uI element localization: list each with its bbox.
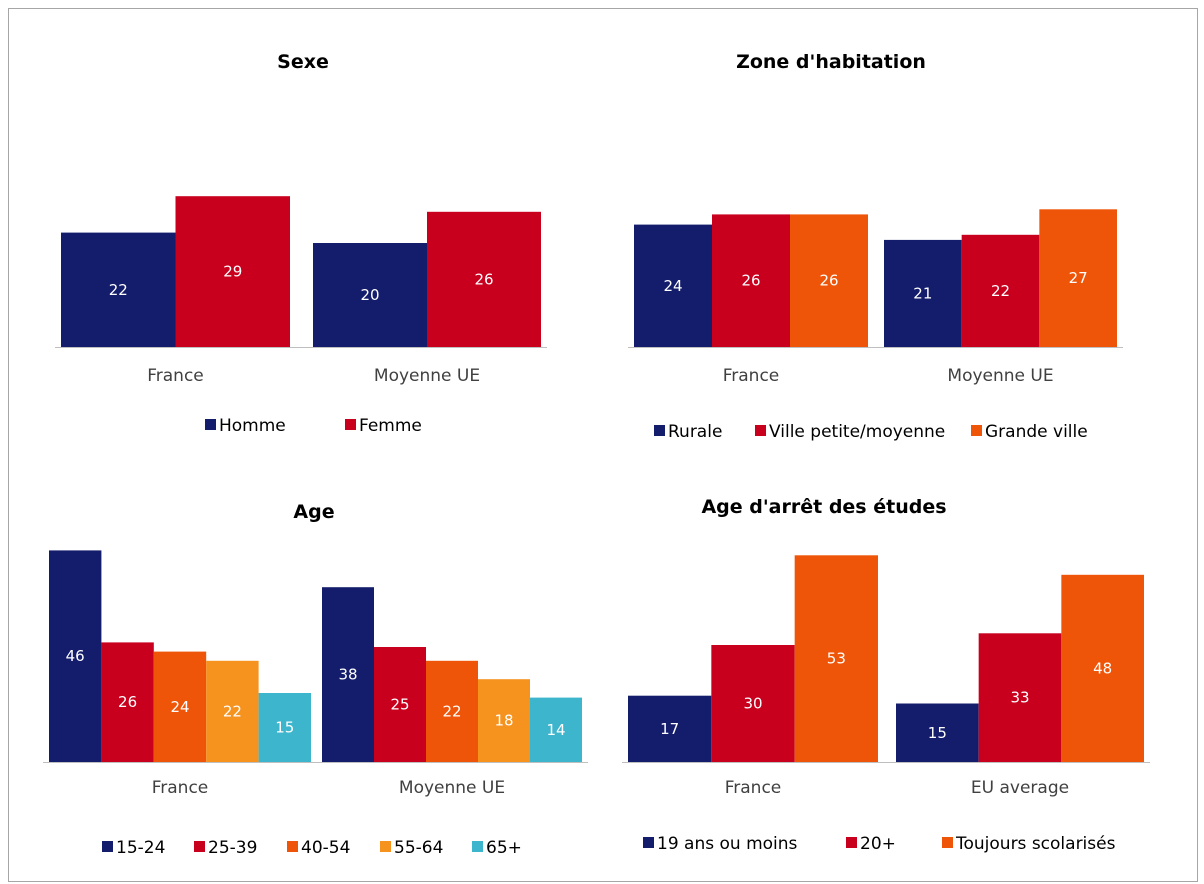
chart2-data-label: 22: [991, 282, 1010, 300]
chart2-legend-label: Grande ville: [985, 422, 1088, 442]
chart3-data-label: 14: [546, 721, 565, 739]
chart3-bar-65--1: [530, 697, 582, 762]
chart3-legend-label: 25-39: [208, 838, 257, 858]
chart2-category-label: Moyenne UE: [947, 366, 1053, 386]
chart1-title: Sexe: [277, 51, 329, 73]
chart3-bar-25-39-1: [374, 647, 426, 762]
chart4-title: Age d'arrêt des études: [701, 496, 946, 518]
chart3-bar-40-54-0: [153, 651, 207, 762]
chart4-bar-19-ans-ou-moins-0: [628, 695, 712, 762]
chart4-data-label: 30: [743, 695, 762, 713]
chart1-bar-homme-0: [61, 232, 176, 347]
chart2-legend-swatch: [755, 425, 766, 436]
chart3-bar-55-64-0: [206, 660, 259, 762]
chart2-bar-rurale-0: [634, 224, 712, 347]
chart1-legend-label: Homme: [219, 416, 286, 436]
chart4-data-label: 48: [1093, 659, 1112, 677]
chart1-data-label: 22: [109, 281, 128, 299]
chart3-bar-40-54-1: [426, 660, 478, 762]
chart4-legend-swatch: [643, 837, 654, 848]
chart3-bar-25-39-0: [101, 642, 154, 762]
chart1-legend-swatch: [205, 419, 216, 430]
chart3-bar-55-64-1: [478, 679, 530, 762]
chart4-data-label: 33: [1010, 689, 1029, 707]
chart2-bar-grande-ville-1: [1039, 209, 1117, 347]
chart2-legend-label: Ville petite/moyenne: [769, 422, 945, 442]
chart4-data-label: 17: [660, 720, 679, 738]
chart3-data-label: 38: [338, 666, 357, 684]
chart2-legend-swatch: [971, 425, 982, 436]
chart3-legend-swatch: [380, 841, 391, 852]
chart3-title: Age: [293, 501, 334, 523]
chart3-bar-65--0: [258, 693, 311, 762]
chart3-category-label: Moyenne UE: [399, 778, 505, 798]
chart4-category-label: France: [725, 778, 782, 798]
chart3-bar-15-24-0: [49, 550, 102, 762]
chart3-legend-swatch: [472, 841, 483, 852]
chart2-legend-swatch: [654, 425, 665, 436]
chart3-legend-label: 40-54: [301, 838, 350, 858]
chart4-category-label: EU average: [971, 778, 1069, 798]
chart3-legend-swatch: [194, 841, 205, 852]
chart1-bar-femme-1: [427, 211, 541, 347]
chart3-data-label: 26: [118, 693, 137, 711]
chart2-category-label: France: [723, 366, 780, 386]
chart1-bar-homme-1: [313, 243, 427, 347]
chart4-data-label: 15: [928, 724, 947, 742]
chart3-data-label: 46: [66, 647, 85, 665]
chart2-data-label: 24: [663, 277, 682, 295]
chart3-legend-label: 55-64: [394, 838, 443, 858]
chart3-legend-label: 15-24: [116, 838, 165, 858]
chart4-bar-20--0: [711, 645, 795, 762]
chart3-legend-swatch: [287, 841, 298, 852]
chart-frame: [8, 8, 1198, 882]
chart4-legend-swatch: [846, 837, 857, 848]
chart1-data-label: 20: [360, 286, 379, 304]
chart2-bar-grande-ville-0: [790, 214, 868, 347]
chart4-legend-label: 20+: [860, 834, 896, 854]
chart4-legend-swatch: [942, 837, 953, 848]
chart2-legend-label: Rurale: [668, 422, 722, 442]
chart2-title: Zone d'habitation: [736, 51, 926, 73]
chart4-legend-label: Toujours scolarisés: [955, 834, 1116, 854]
chart3-data-label: 22: [223, 702, 242, 720]
chart3-data-label: 15: [275, 719, 294, 737]
chart2-bar-rurale-1: [884, 239, 962, 347]
chart3-data-label: 22: [442, 702, 461, 720]
chart4-bar-19-ans-ou-moins-1: [896, 703, 979, 762]
chart2-data-label: 26: [819, 272, 838, 290]
chart1-category-label: France: [147, 366, 204, 386]
chart4-bar-20--1: [978, 633, 1062, 762]
chart3-legend-label: 65+: [486, 838, 522, 858]
chart2-bar-ville-petite-moyenne-1: [961, 234, 1040, 347]
chart3-data-label: 25: [390, 696, 409, 714]
chart4-data-label: 53: [827, 650, 846, 668]
chart3-bar-15-24-1: [322, 587, 374, 762]
chart4-bar-toujours-scolaris-s-0: [794, 555, 878, 762]
chart2-bar-ville-petite-moyenne-0: [712, 214, 790, 347]
chart3-data-label: 18: [494, 712, 513, 730]
chart3-data-label: 24: [170, 698, 189, 716]
chart2-data-label: 27: [1069, 269, 1088, 287]
chart1-bar-femme-0: [175, 196, 290, 347]
chart4-bar-toujours-scolaris-s-1: [1061, 574, 1144, 762]
chart1-data-label: 29: [223, 263, 242, 281]
chart2-data-label: 26: [741, 272, 760, 290]
chart3-category-label: France: [152, 778, 209, 798]
chart1-legend-swatch: [345, 419, 356, 430]
chart1-legend-label: Femme: [359, 416, 422, 436]
chart4-legend-label: 19 ans ou moins: [657, 834, 798, 854]
chart1-category-label: Moyenne UE: [374, 366, 480, 386]
chart3-legend-swatch: [102, 841, 113, 852]
chart1-data-label: 26: [474, 270, 493, 288]
chart2-data-label: 21: [913, 284, 932, 302]
